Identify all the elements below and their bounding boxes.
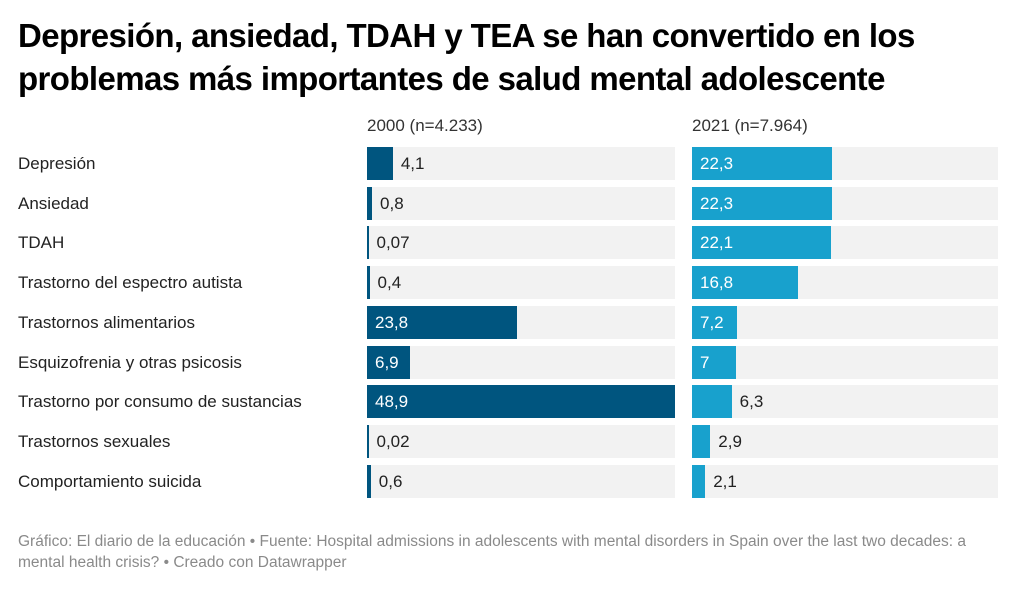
category-label: Comportamiento suicida bbox=[18, 472, 202, 491]
column-header-2021: 2021 (n=7.964) bbox=[692, 116, 808, 135]
bar-track bbox=[692, 465, 998, 498]
bar-2000 bbox=[367, 306, 517, 339]
category-label: TDAH bbox=[18, 233, 65, 252]
bar-2000 bbox=[367, 266, 370, 299]
bar-track bbox=[367, 266, 675, 299]
value-label: 22,3 bbox=[700, 194, 734, 213]
chart-title: Depresión, ansiedad, TDAH y TEA se han c… bbox=[18, 17, 915, 97]
value-label: 22,1 bbox=[700, 233, 734, 252]
category-label: Ansiedad bbox=[18, 194, 89, 213]
bar-track bbox=[367, 226, 675, 259]
value-label: 6,9 bbox=[375, 353, 399, 372]
value-label: 6,3 bbox=[739, 392, 764, 411]
category-label: Trastornos sexuales bbox=[18, 432, 171, 451]
bar-2021 bbox=[692, 385, 732, 418]
bar-track bbox=[692, 306, 998, 339]
bar-2021 bbox=[692, 187, 833, 220]
bar-track bbox=[692, 346, 998, 379]
category-label: Trastornos alimentarios bbox=[18, 313, 195, 332]
value-label: 23,8 bbox=[375, 313, 409, 332]
value-label: 7 bbox=[700, 353, 710, 372]
value-label: 2,9 bbox=[718, 432, 742, 451]
value-label: 0,8 bbox=[380, 194, 404, 213]
bar-2021 bbox=[692, 425, 711, 458]
source-footer: Gráfico: El diario de la educación • Fue… bbox=[18, 533, 966, 571]
column-header-2000: 2000 (n=4.233) bbox=[367, 116, 483, 135]
value-label: 0,02 bbox=[376, 432, 410, 451]
bar-2000 bbox=[367, 147, 393, 180]
bar-2000 bbox=[367, 425, 369, 458]
bar-2021 bbox=[692, 346, 737, 379]
value-label: 4,1 bbox=[400, 154, 425, 173]
value-label: 48,9 bbox=[375, 392, 409, 411]
category-label: Trastorno por consumo de sustancias bbox=[18, 392, 302, 411]
value-label: 16,8 bbox=[700, 273, 734, 292]
bar-2021 bbox=[692, 147, 833, 180]
bar-2021 bbox=[692, 306, 738, 339]
bar-2000 bbox=[367, 346, 411, 379]
bar-2000 bbox=[367, 187, 373, 220]
bar-track bbox=[367, 147, 675, 180]
bar-2021 bbox=[692, 266, 798, 299]
bar-track bbox=[367, 425, 675, 458]
value-label: 0,6 bbox=[378, 472, 403, 491]
bar-track bbox=[692, 385, 998, 418]
value-label: 2,1 bbox=[713, 472, 737, 491]
bar-2021 bbox=[692, 465, 706, 498]
value-label: 22,3 bbox=[700, 154, 734, 173]
bar-track bbox=[367, 187, 675, 220]
value-label: 0,4 bbox=[377, 273, 402, 292]
bar-2021 bbox=[692, 226, 832, 259]
category-label: Depresión bbox=[18, 154, 96, 173]
value-label: 0,07 bbox=[376, 233, 410, 252]
bar-2000 bbox=[367, 465, 371, 498]
category-label: Trastorno del espectro autista bbox=[18, 273, 243, 292]
bar-track bbox=[367, 346, 675, 379]
value-label: 7,2 bbox=[700, 313, 724, 332]
bar-2000 bbox=[367, 226, 369, 259]
category-label: Esquizofrenia y otras psicosis bbox=[18, 353, 242, 372]
bar-track bbox=[692, 425, 998, 458]
bar-track bbox=[367, 465, 675, 498]
bar-2000 bbox=[367, 385, 675, 418]
